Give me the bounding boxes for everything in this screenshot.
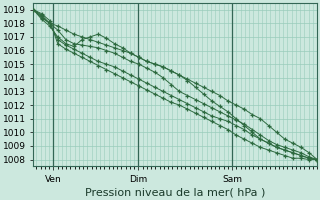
X-axis label: Pression niveau de la mer( hPa ): Pression niveau de la mer( hPa ) xyxy=(85,187,266,197)
